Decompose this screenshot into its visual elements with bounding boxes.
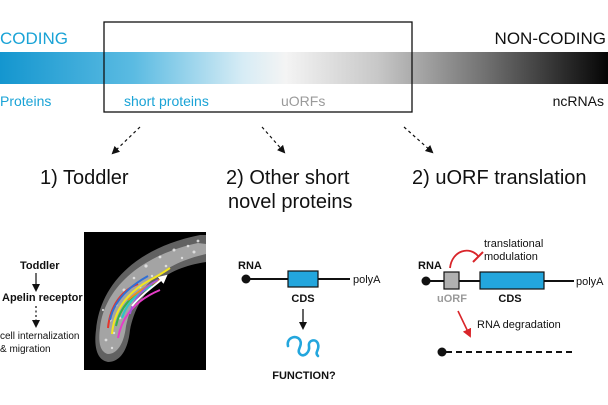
pathway-step-migration-2: & migration <box>0 344 51 355</box>
section-title-other-1: 2) Other short <box>226 167 350 189</box>
cds-label: CDS <box>291 293 314 305</box>
rna-label: RNA <box>238 260 262 272</box>
uorf-rna-label: RNA <box>418 260 442 272</box>
translational-label-2: modulation <box>484 251 538 263</box>
connector-toddler <box>111 126 141 155</box>
uorf-schematic: translational modulation RNA polyA uORF … <box>418 238 604 357</box>
uorf-cds-box <box>479 271 545 290</box>
connector-other <box>261 126 286 154</box>
protein-icon <box>286 335 320 358</box>
modulation-inhibition-bar <box>472 251 484 263</box>
coding-label: CODING <box>0 29 68 48</box>
short-proteins-label: short proteins <box>124 93 209 109</box>
function-label: FUNCTION? <box>272 370 336 382</box>
highlight-box <box>103 21 413 113</box>
translational-label-1: translational <box>484 238 543 250</box>
pathway-step-migration-1: cell internalization <box>0 331 80 342</box>
noncoding-label: NON-CODING <box>495 29 606 48</box>
proteins-label: Proteins <box>0 93 51 109</box>
uorf-cds-label: CDS <box>498 293 521 305</box>
uorfs-label: uORFs <box>281 93 325 109</box>
degraded-rna-cap <box>437 347 447 357</box>
toddler-pathway: Toddler Apelin receptor cell internaliza… <box>0 260 83 355</box>
uorf-label: uORF <box>437 293 467 305</box>
other-proteins-schematic: RNA polyA CDS FUNCTION? <box>238 260 381 382</box>
section-title-other-2: novel proteins <box>228 191 353 213</box>
section-title-uorf: 2) uORF translation <box>412 167 587 189</box>
pathway-step-toddler: Toddler <box>20 260 60 272</box>
section-title-toddler: 1) Toddler <box>40 167 129 189</box>
degradation-arrow <box>457 310 472 338</box>
cds-box <box>287 270 319 288</box>
pathway-step-apelin: Apelin receptor <box>2 292 83 304</box>
uorf-polya-label: polyA <box>576 276 604 288</box>
coding-spectrum-bar <box>0 52 608 84</box>
modulation-inhibition-arrow <box>449 249 479 269</box>
polya-label: polyA <box>353 274 381 286</box>
ncrnas-label: ncRNAs <box>553 93 604 109</box>
connector-uorf <box>403 126 434 154</box>
embryo-micrograph <box>84 232 206 370</box>
uorf-box <box>443 271 460 290</box>
degradation-label: RNA degradation <box>477 319 561 331</box>
